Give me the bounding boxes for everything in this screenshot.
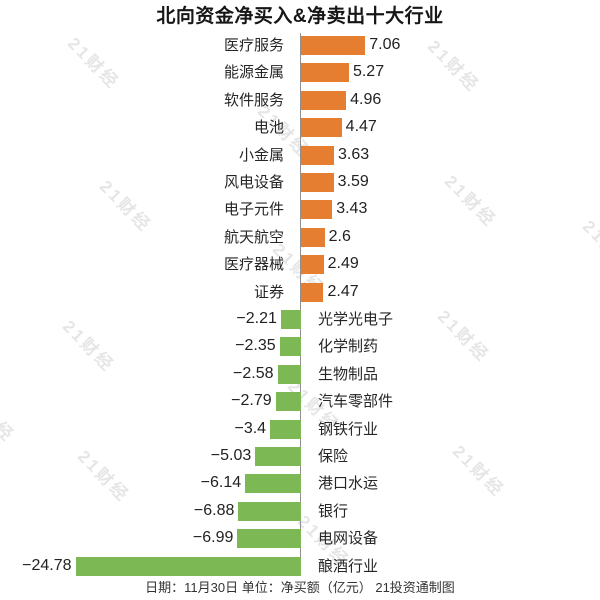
bar (280, 310, 301, 329)
bar (301, 36, 366, 55)
value-label: 2.47 (327, 282, 359, 300)
bar (277, 364, 301, 384)
bar-row: 生物制品 −2.58 (0, 364, 600, 384)
bar-row: 软件服务 4.96 (0, 90, 600, 110)
value-label: −6.14 (200, 474, 242, 492)
category-label: 电网设备 (318, 530, 379, 548)
chart-footer: 日期：11月30日 单位：净买额（亿元） 21投资通制图 (145, 580, 455, 595)
bar-row: 证券 2.47 (0, 282, 600, 302)
category-label: 化学制药 (318, 338, 379, 356)
bar (301, 282, 324, 302)
bar (270, 419, 301, 439)
bar-row: 化学制药 −2.35 (0, 337, 600, 357)
bar-row: 汽车零部件 −2.79 (0, 392, 600, 412)
bar-row: 能源金属 5.27 (0, 63, 600, 83)
category-label: 医疗器械 (223, 256, 284, 274)
category-label: 光学光电子 (318, 311, 394, 328)
bar (301, 90, 347, 110)
chart-title: 北向资金净买入&净卖出十大行业 (156, 6, 444, 27)
value-label: 4.47 (345, 118, 377, 136)
bar (279, 337, 301, 357)
value-label: 5.27 (352, 63, 385, 81)
bar-row: 航天航空 2.6 (0, 227, 600, 247)
bar (275, 392, 301, 412)
bar-row: 保险 −5.03 (0, 447, 600, 466)
bar-row: 风电设备 3.59 (0, 173, 600, 192)
category-label: 能源金属 (223, 64, 284, 82)
bar-row: 港口水运 −6.14 (0, 474, 600, 494)
category-label: 银行 (318, 502, 349, 520)
bar (301, 118, 342, 138)
bar (301, 145, 335, 165)
value-label: −2.58 (233, 364, 274, 382)
category-label: 电池 (253, 119, 284, 137)
category-label: 生物制品 (318, 365, 379, 383)
value-label: −6.99 (192, 529, 234, 547)
category-label: 港口水运 (318, 475, 379, 493)
category-label: 软件服务 (223, 91, 284, 109)
bar (301, 227, 325, 247)
category-label: 证券 (253, 283, 284, 301)
bar-row: 电子元件 3.43 (0, 200, 600, 220)
value-label: −5.03 (210, 447, 252, 464)
bar-row: 光学光电子 −2.21 (0, 310, 600, 329)
bar (301, 173, 334, 192)
category-label: 医疗服务 (223, 37, 284, 54)
value-label: −2.35 (235, 337, 276, 355)
bar (301, 63, 349, 83)
bar-row: 医疗器械 2.49 (0, 255, 600, 275)
category-label: 航天航空 (223, 228, 284, 246)
bar-row: 电网设备 −6.99 (0, 529, 600, 549)
bar (237, 529, 301, 549)
bar-row: 小金属 3.63 (0, 145, 600, 165)
category-label: 钢铁行业 (318, 420, 379, 438)
value-label: −6.88 (193, 501, 235, 519)
value-label: 2.6 (328, 227, 351, 245)
category-label: 保险 (318, 448, 349, 465)
value-label: −2.79 (231, 392, 272, 410)
bar (238, 501, 301, 521)
category-label: 酿酒行业 (318, 557, 379, 575)
category-label: 电子元件 (223, 201, 284, 219)
value-label: 7.06 (369, 36, 401, 53)
category-label: 小金属 (238, 146, 284, 164)
bar-row: 电池 4.47 (0, 118, 600, 138)
value-label: 3.63 (338, 145, 370, 163)
value-label: 2.49 (327, 255, 359, 273)
value-label: −3.4 (234, 419, 267, 437)
category-label: 风电设备 (223, 174, 284, 191)
value-label: 4.96 (350, 90, 382, 108)
bar-row: 酿酒行业 −24.78 (0, 556, 600, 576)
bar (75, 556, 301, 576)
bar (245, 474, 301, 494)
value-label: −24.78 (22, 556, 72, 574)
bar-row: 钢铁行业 −3.4 (0, 419, 600, 439)
value-label: 3.59 (337, 173, 369, 190)
axis-line (300, 33, 301, 576)
bar-row: 医疗服务 7.06 (0, 36, 600, 55)
bar (301, 255, 324, 275)
value-label: −2.21 (236, 310, 277, 327)
bar (301, 200, 333, 220)
bar-row: 银行 −6.88 (0, 501, 600, 521)
bar (255, 447, 301, 466)
value-label: 3.43 (336, 200, 368, 218)
category-label: 汽车零部件 (318, 393, 394, 411)
